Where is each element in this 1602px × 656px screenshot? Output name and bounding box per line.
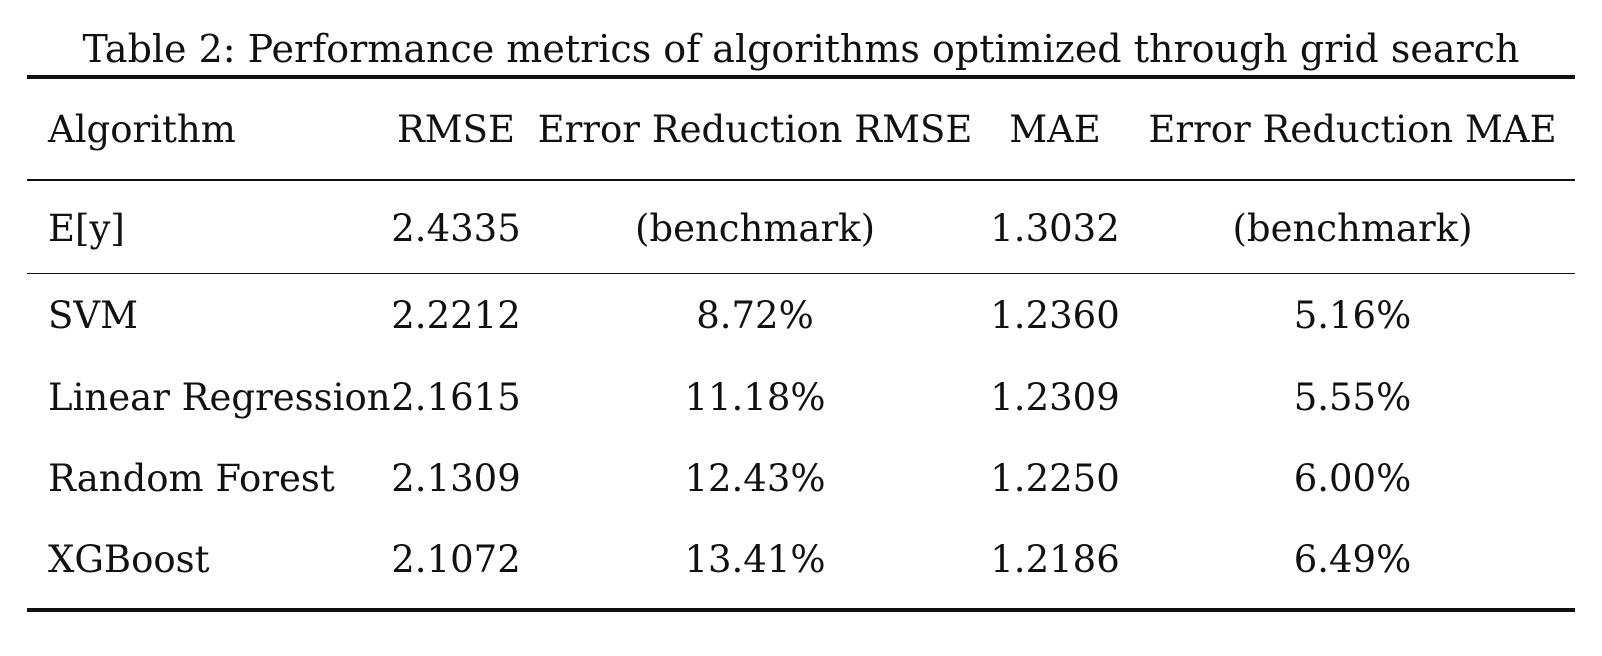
table-row: SVM 2.2212 8.72% 1.2360 5.16%	[27, 273, 1575, 357]
table-header-row: Algorithm RMSE Error Reduction RMSE MAE …	[27, 79, 1575, 179]
column-header: RMSE	[396, 107, 516, 151]
column-header: Algorithm	[48, 107, 236, 151]
table-cell: 1.2250	[990, 457, 1120, 500]
table-row: XGBoost 2.1072 13.41% 1.2186 6.49%	[27, 519, 1575, 600]
table-cell: (benchmark)	[634, 206, 876, 250]
table-cell: 2.1309	[391, 457, 521, 500]
table-cell: 1.3032	[990, 206, 1120, 250]
top-rule	[27, 75, 1575, 79]
results-table: Algorithm RMSE Error Reduction RMSE MAE …	[27, 79, 1575, 600]
table-cell: 5.16%	[1293, 293, 1412, 337]
table-cell: 5.55%	[1293, 376, 1412, 419]
table-cell: 1.2186	[990, 538, 1120, 581]
table-cell: XGBoost	[48, 538, 210, 581]
table-caption: Table 2: Performance metrics of algorith…	[82, 27, 1520, 71]
table-cell: 12.43%	[684, 457, 826, 500]
table-cell: 11.18%	[684, 376, 826, 419]
column-header: Error Reduction RMSE	[537, 107, 973, 151]
table-cell: Linear Regression	[48, 376, 391, 419]
table-cell: 8.72%	[696, 293, 814, 337]
table-row: Random Forest 2.1309 12.43% 1.2250 6.00%	[27, 438, 1575, 519]
table-cell: 2.1615	[391, 376, 521, 419]
table-cell: (benchmark)	[1232, 206, 1473, 250]
table-cell: 13.41%	[684, 538, 826, 581]
table-cell: SVM	[48, 293, 138, 337]
table-cell: 6.49%	[1293, 538, 1412, 581]
header-rule	[27, 179, 1575, 181]
column-header: Error Reduction MAE	[1148, 107, 1557, 151]
benchmark-rule	[27, 273, 1575, 274]
table-cell: 1.2309	[990, 376, 1120, 419]
table-cell: 2.1072	[391, 538, 521, 581]
table-cell: 2.4335	[391, 206, 521, 250]
table-cell: E[y]	[48, 206, 125, 250]
bottom-rule	[27, 608, 1575, 612]
table-row: E[y] 2.4335 (benchmark) 1.3032 (benchmar…	[27, 179, 1575, 273]
column-header: MAE	[1009, 107, 1101, 151]
table-cell: 6.00%	[1293, 457, 1412, 500]
table-cell: 1.2360	[990, 293, 1120, 337]
table-row: Linear Regression 2.1615 11.18% 1.2309 5…	[27, 357, 1575, 438]
table-cell: Random Forest	[48, 457, 335, 500]
table-cell: 2.2212	[391, 293, 521, 337]
